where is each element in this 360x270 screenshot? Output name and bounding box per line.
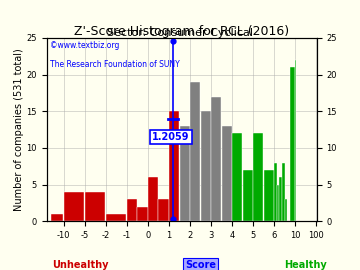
Text: Score: Score [185, 259, 216, 269]
Bar [211, 97, 221, 221]
Bar [64, 192, 84, 221]
Bar [169, 111, 179, 221]
Bar [106, 214, 126, 221]
Text: Unhealthy: Unhealthy [52, 259, 109, 269]
Bar [85, 192, 105, 221]
Title: Z'-Score Histogram for RCL (2016): Z'-Score Histogram for RCL (2016) [74, 25, 289, 38]
Bar [190, 82, 200, 221]
Bar [279, 177, 282, 221]
Bar [282, 163, 284, 221]
Text: ©www.textbiz.org: ©www.textbiz.org [50, 42, 119, 50]
Bar [295, 60, 296, 221]
Bar [180, 126, 190, 221]
Bar [277, 185, 279, 221]
Bar [51, 214, 63, 221]
Bar [201, 111, 211, 221]
Y-axis label: Number of companies (531 total): Number of companies (531 total) [14, 48, 24, 211]
Text: The Research Foundation of SUNY: The Research Foundation of SUNY [50, 60, 179, 69]
Bar [274, 163, 276, 221]
Bar [243, 170, 253, 221]
Bar [138, 207, 148, 221]
Bar [127, 199, 137, 221]
Bar [222, 126, 232, 221]
Bar [264, 170, 274, 221]
Bar [253, 133, 264, 221]
Bar [232, 133, 242, 221]
Text: Sector: Consumer Cyclical: Sector: Consumer Cyclical [107, 28, 253, 38]
Bar [284, 199, 287, 221]
Bar [158, 199, 169, 221]
Bar [148, 177, 158, 221]
Bar [290, 67, 295, 221]
Text: Healthy: Healthy [284, 259, 327, 269]
Text: 1.2059: 1.2059 [152, 132, 190, 142]
